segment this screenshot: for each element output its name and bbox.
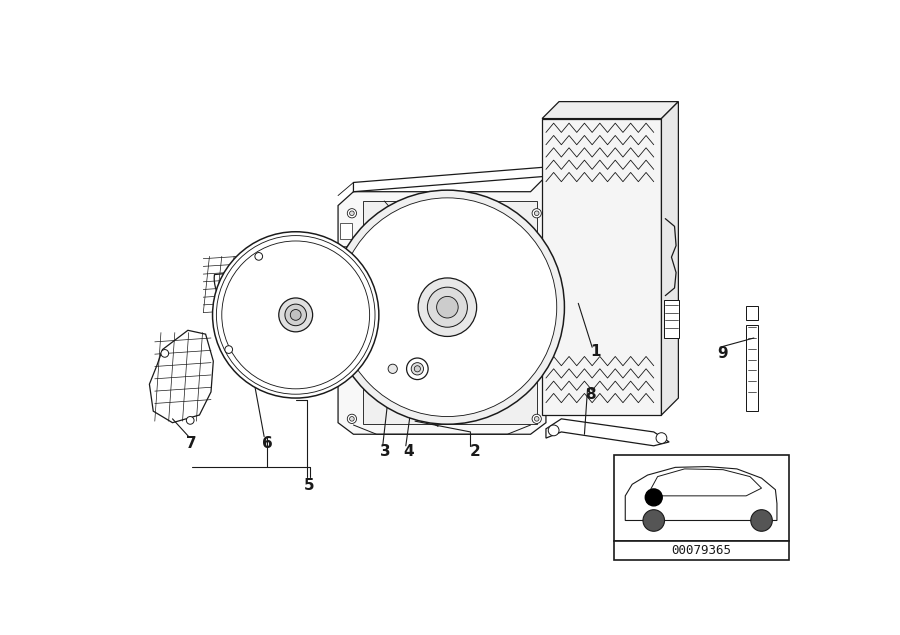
Polygon shape [746,305,758,319]
Polygon shape [302,280,359,295]
Circle shape [291,309,302,320]
Polygon shape [648,469,761,496]
Polygon shape [387,335,460,400]
Polygon shape [224,324,284,335]
Polygon shape [293,330,311,387]
Circle shape [407,358,428,380]
Polygon shape [546,419,669,446]
Polygon shape [626,467,777,521]
Text: 2: 2 [470,444,481,460]
Circle shape [656,432,667,443]
Circle shape [643,510,664,531]
Circle shape [349,417,355,421]
Text: 3: 3 [381,444,392,460]
Polygon shape [340,222,352,239]
Circle shape [186,417,194,424]
Circle shape [532,209,541,218]
Text: 8: 8 [585,387,596,402]
Circle shape [212,232,379,398]
Polygon shape [448,250,542,277]
Circle shape [338,198,557,417]
Polygon shape [248,337,298,368]
Polygon shape [269,246,278,306]
Circle shape [347,209,356,218]
Circle shape [436,297,458,318]
Polygon shape [286,248,323,295]
Circle shape [221,241,370,389]
Circle shape [428,287,467,327]
Polygon shape [662,102,679,415]
Circle shape [279,298,312,332]
Circle shape [548,425,559,436]
Circle shape [349,211,355,215]
Text: 00079365: 00079365 [671,544,732,557]
Circle shape [645,489,662,506]
Circle shape [225,345,232,354]
Polygon shape [542,119,662,415]
Polygon shape [363,201,536,424]
Circle shape [418,278,477,337]
Polygon shape [370,228,417,313]
Polygon shape [340,246,352,262]
Bar [614,541,789,560]
Text: 9: 9 [717,346,728,361]
Circle shape [535,211,539,215]
Bar [614,455,789,541]
Polygon shape [746,325,758,411]
Polygon shape [149,330,213,423]
Polygon shape [214,269,274,318]
Circle shape [535,417,539,421]
Polygon shape [340,307,352,324]
Polygon shape [317,317,340,372]
Polygon shape [476,315,490,412]
Polygon shape [313,302,366,330]
Polygon shape [340,276,352,293]
Circle shape [411,363,424,375]
Polygon shape [542,102,679,119]
Circle shape [285,304,307,326]
Polygon shape [235,276,274,321]
Polygon shape [338,177,546,434]
Circle shape [414,366,420,372]
Circle shape [255,253,263,260]
Polygon shape [424,197,462,287]
Text: 4: 4 [403,444,414,460]
Circle shape [161,349,168,358]
Circle shape [330,190,564,424]
Text: 1: 1 [590,344,601,359]
Polygon shape [338,318,433,338]
Text: 5: 5 [304,478,315,493]
Circle shape [532,414,541,424]
Polygon shape [664,300,680,338]
Circle shape [751,510,772,531]
Text: 6: 6 [262,436,273,451]
Text: 7: 7 [186,436,197,451]
Polygon shape [385,360,400,377]
Circle shape [347,414,356,424]
Circle shape [388,364,397,373]
Polygon shape [472,289,552,345]
Circle shape [216,236,375,394]
